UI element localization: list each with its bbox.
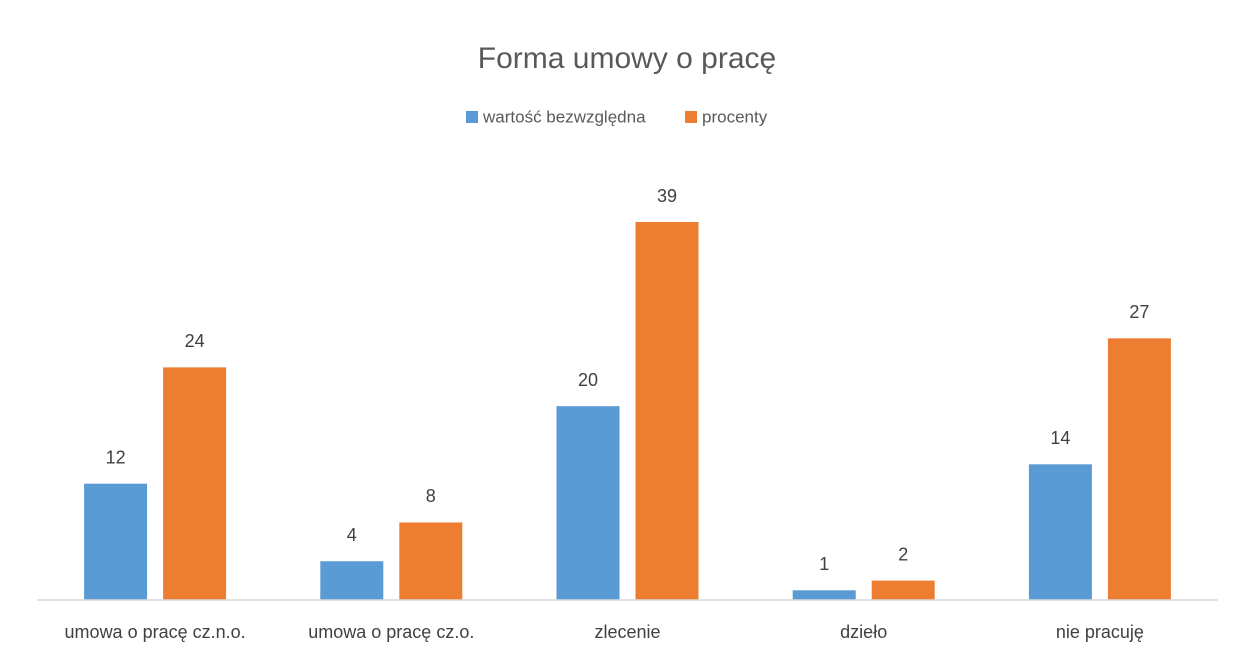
bar bbox=[84, 483, 148, 600]
bar bbox=[635, 222, 699, 600]
data-label: 1 bbox=[819, 554, 829, 574]
bar bbox=[163, 367, 227, 600]
legend-label: procenty bbox=[702, 107, 768, 126]
chart-title: Forma umowy o pracę bbox=[478, 42, 776, 75]
bar bbox=[871, 580, 935, 600]
x-tick-label: nie pracuję bbox=[1056, 622, 1144, 642]
legend-swatch bbox=[685, 111, 697, 123]
data-label: 20 bbox=[578, 370, 598, 390]
data-label: 24 bbox=[185, 331, 205, 351]
x-tick-label: dzieło bbox=[840, 622, 887, 642]
bar bbox=[1028, 464, 1092, 600]
bar bbox=[1107, 338, 1171, 600]
legend-swatch bbox=[466, 111, 478, 123]
data-label: 14 bbox=[1050, 428, 1070, 448]
data-label: 27 bbox=[1129, 302, 1149, 322]
bar bbox=[556, 406, 620, 600]
data-label: 4 bbox=[347, 525, 357, 545]
legend-label: wartość bezwzględna bbox=[482, 107, 646, 126]
data-label: 8 bbox=[426, 486, 436, 506]
data-label: 2 bbox=[898, 544, 908, 564]
legend: wartość bezwzględna procenty bbox=[466, 107, 768, 126]
x-tick-label: umowa o pracę cz.o. bbox=[308, 622, 474, 642]
data-label: 12 bbox=[106, 447, 126, 467]
x-tick-label: zlecenie bbox=[594, 622, 660, 642]
bar bbox=[792, 590, 856, 600]
data-label: 39 bbox=[657, 186, 677, 206]
x-tick-label: umowa o pracę cz.n.o. bbox=[65, 622, 246, 642]
bar bbox=[399, 522, 463, 600]
bar bbox=[320, 561, 384, 600]
